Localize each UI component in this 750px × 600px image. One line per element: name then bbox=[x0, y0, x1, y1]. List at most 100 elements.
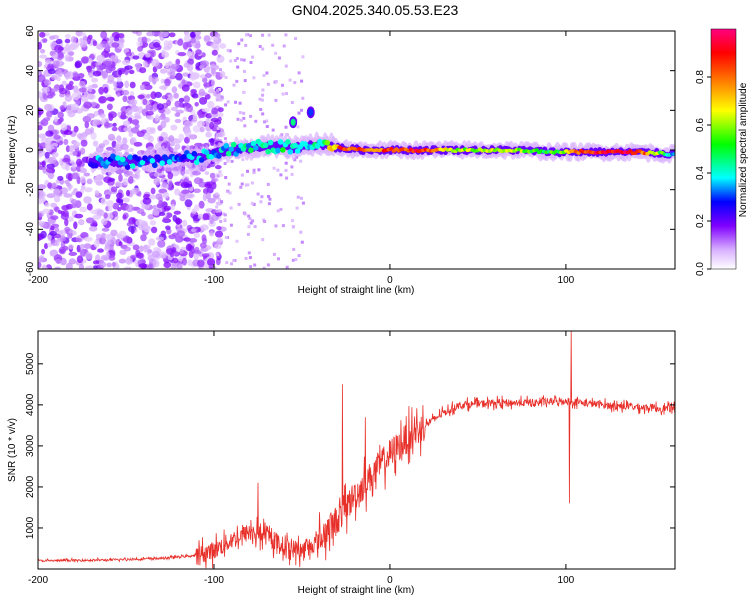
sparse-blob bbox=[226, 100, 230, 104]
noise-blob bbox=[90, 127, 95, 134]
noise-blob bbox=[207, 100, 215, 109]
noise-blob bbox=[152, 250, 160, 258]
snr-xlabel: Height of straight line (km) bbox=[298, 585, 415, 596]
sparse-blob bbox=[276, 168, 280, 172]
noise-blob bbox=[64, 54, 70, 62]
noise-blob bbox=[131, 119, 140, 125]
noise-blob bbox=[159, 68, 167, 74]
noise-blob bbox=[76, 255, 84, 264]
noise-blob bbox=[79, 244, 85, 249]
noise-blob bbox=[94, 190, 100, 196]
noise-blob bbox=[75, 237, 82, 242]
ridge-core bbox=[191, 150, 198, 157]
sparse-blob bbox=[281, 92, 285, 96]
noise-blob bbox=[123, 127, 129, 132]
noise-blob bbox=[184, 136, 190, 144]
noise-blob bbox=[209, 230, 214, 237]
noise-blob bbox=[68, 251, 78, 256]
sparse-blob bbox=[224, 236, 228, 239]
sparse-blob bbox=[277, 257, 280, 261]
noise-blob bbox=[210, 137, 215, 146]
sparse-blob bbox=[251, 219, 255, 223]
noise-blob bbox=[151, 58, 160, 67]
noise-blob bbox=[104, 43, 111, 51]
noise-blob bbox=[118, 69, 123, 76]
noise-blob bbox=[44, 32, 50, 37]
figure-title: GN04.2025.340.05.53.E23 bbox=[291, 2, 459, 18]
noise-blob bbox=[201, 234, 207, 242]
noise-blob bbox=[189, 73, 197, 81]
ridge-core bbox=[314, 143, 321, 149]
noise-blob bbox=[173, 92, 179, 99]
spectrogram-xtick-label: -100 bbox=[204, 275, 224, 286]
sparse-blob bbox=[300, 108, 303, 112]
sparse-blob bbox=[237, 42, 241, 46]
noise-blob bbox=[163, 261, 172, 269]
sparse-blob bbox=[223, 162, 227, 165]
sparse-blob bbox=[247, 251, 251, 255]
sparse-blob bbox=[267, 33, 271, 37]
snr-ylabel: SNR (10 * v/v) bbox=[7, 418, 18, 482]
noise-blob bbox=[52, 53, 58, 60]
noise-blob bbox=[145, 111, 154, 116]
noise-blob bbox=[135, 249, 141, 257]
noise-blob bbox=[106, 96, 115, 102]
noise-blob bbox=[131, 187, 140, 193]
noise-blob bbox=[152, 260, 160, 268]
sparse-blob bbox=[229, 206, 233, 210]
noise-blob bbox=[129, 99, 138, 106]
noise-blob bbox=[58, 246, 66, 255]
spectrogram-ylabel: Frequency (Hz) bbox=[7, 116, 18, 185]
noise-blob bbox=[121, 111, 126, 116]
noise-blob bbox=[155, 114, 160, 122]
ridge-core bbox=[149, 158, 156, 164]
spectrogram-ytick-label: -60 bbox=[25, 261, 36, 276]
noise-blob bbox=[171, 170, 180, 177]
noise-blob bbox=[199, 97, 208, 105]
sparse-blob bbox=[236, 65, 240, 69]
noise-blob bbox=[164, 108, 171, 115]
sparse-blob bbox=[235, 79, 239, 83]
noise-blob bbox=[38, 41, 42, 50]
noise-blob bbox=[192, 125, 202, 133]
noise-blob bbox=[38, 255, 45, 262]
noise-blob bbox=[142, 197, 152, 205]
sparse-blob bbox=[300, 196, 303, 200]
ridge-core bbox=[267, 139, 274, 146]
noise-blob bbox=[41, 265, 48, 269]
ridge-core bbox=[203, 149, 210, 156]
noise-blob bbox=[199, 126, 205, 133]
noise-blob bbox=[83, 172, 91, 177]
sparse-blob bbox=[216, 89, 220, 93]
noise-blob bbox=[55, 38, 63, 45]
noise-blob bbox=[219, 43, 227, 49]
sparse-blob bbox=[295, 206, 299, 210]
ridge-core bbox=[92, 162, 99, 169]
noise-blob bbox=[51, 182, 57, 190]
noise-blob bbox=[191, 228, 197, 233]
noise-blob bbox=[170, 203, 175, 211]
ridge-core bbox=[292, 142, 299, 149]
noise-blob bbox=[83, 101, 92, 109]
noise-blob bbox=[60, 187, 68, 195]
sparse-blob bbox=[249, 265, 253, 269]
noise-blob bbox=[63, 130, 73, 136]
noise-blob bbox=[65, 262, 73, 269]
noise-blob bbox=[183, 31, 190, 36]
sparse-blob bbox=[215, 136, 219, 140]
ridge-core bbox=[253, 145, 259, 151]
snr-xtick-label: 100 bbox=[558, 575, 575, 586]
sparse-blob bbox=[282, 44, 286, 48]
noise-blob bbox=[182, 257, 187, 266]
noise-blob bbox=[88, 73, 94, 79]
noise-blob bbox=[105, 251, 110, 259]
noise-blob bbox=[115, 33, 120, 39]
noise-blob bbox=[125, 257, 133, 265]
noise-blob bbox=[105, 200, 114, 208]
noise-blob bbox=[119, 249, 127, 255]
noise-blob bbox=[40, 137, 50, 143]
spectrogram-ytick-label: 20 bbox=[25, 104, 36, 116]
noise-blob bbox=[215, 165, 222, 170]
noise-blob bbox=[116, 76, 122, 83]
snr-xtick-label: 0 bbox=[387, 575, 393, 586]
